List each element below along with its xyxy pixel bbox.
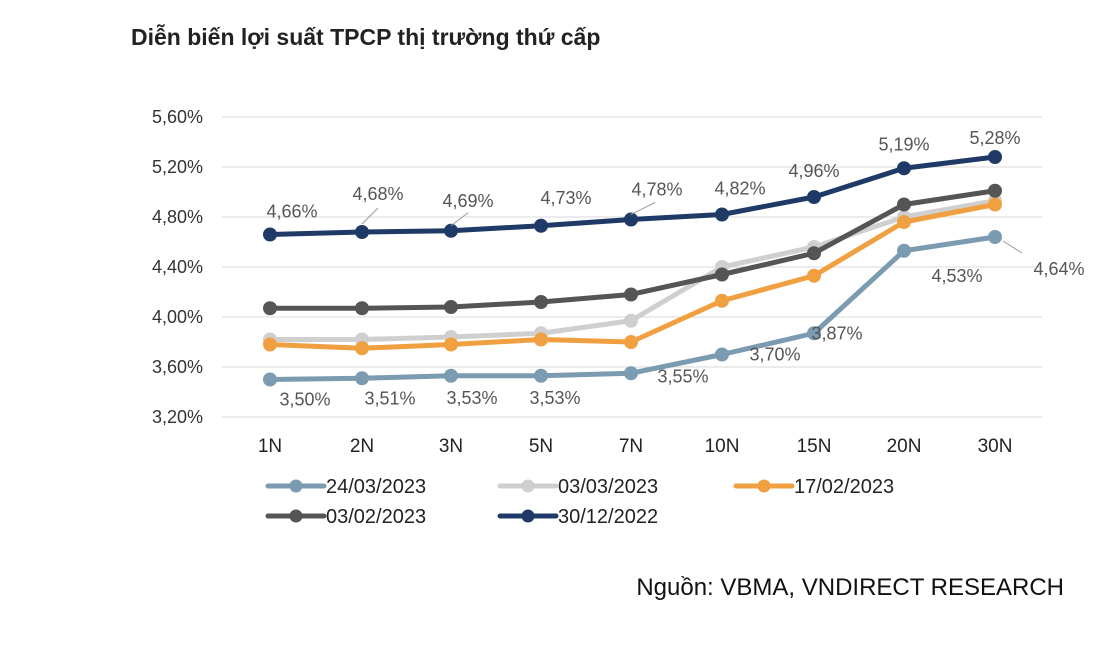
- legend-label: 03/03/2023: [558, 476, 658, 498]
- data-point: [534, 295, 548, 309]
- data-label: 3,51%: [364, 388, 415, 408]
- data-label: 5,19%: [878, 134, 929, 154]
- data-point: [263, 301, 277, 316]
- y-tick-label: 4,00%: [152, 307, 203, 327]
- data-label: 3,53%: [446, 388, 497, 408]
- x-tick-label: 7N: [619, 436, 643, 457]
- leader-line: [361, 207, 379, 225]
- source-note: Nguồn: VBMA, VNDIRECT RESEARCH: [636, 574, 1064, 601]
- data-point: [624, 366, 638, 381]
- y-tick-label: 3,60%: [152, 357, 203, 377]
- data-point: [534, 368, 548, 383]
- x-tick-label: 2N: [350, 436, 374, 457]
- data-point: [444, 223, 458, 238]
- data-label: 5,28%: [969, 128, 1020, 148]
- data-point: [444, 368, 458, 383]
- data-label: 4,68%: [352, 184, 403, 204]
- legend-label: 03/02/2023: [326, 506, 426, 528]
- data-point: [624, 313, 638, 328]
- data-point: [807, 190, 821, 204]
- x-tick-label: 20N: [887, 436, 922, 457]
- data-point: [355, 301, 369, 316]
- y-tick-label: 5,20%: [152, 157, 203, 177]
- data-point: [988, 197, 1002, 212]
- data-point: [988, 230, 1002, 244]
- data-label: 4,82%: [714, 179, 765, 199]
- x-tick-label: 15N: [797, 436, 832, 457]
- x-tick-label: 10N: [705, 436, 740, 457]
- chart-title: Diễn biến lợi suất TPCP thị trường thứ c…: [131, 24, 601, 50]
- data-label: 4,96%: [788, 161, 839, 181]
- data-point: [355, 341, 369, 356]
- leader-line: [1002, 240, 1023, 254]
- data-label: 3,50%: [279, 390, 330, 410]
- data-point: [897, 197, 911, 212]
- data-label: 3,53%: [529, 388, 580, 408]
- data-point: [807, 246, 821, 261]
- data-point: [897, 215, 911, 229]
- y-tick-label: 3,20%: [152, 407, 203, 427]
- data-point: [534, 332, 548, 347]
- data-point: [807, 326, 821, 341]
- legend-swatch-marker: [289, 509, 303, 523]
- data-label: 4,73%: [540, 188, 591, 208]
- data-label: 3,55%: [657, 366, 708, 386]
- legend-label: 30/12/2022: [558, 506, 658, 528]
- x-tick-label: 5N: [529, 436, 553, 457]
- legend-swatch-marker: [289, 479, 303, 493]
- data-point: [715, 267, 729, 282]
- leader-line: [450, 212, 469, 227]
- data-label: 3,87%: [811, 323, 862, 343]
- y-tick-label: 4,80%: [152, 207, 203, 227]
- data-point: [624, 212, 638, 227]
- legend-label: 24/03/2023: [326, 476, 426, 498]
- data-point: [263, 372, 277, 387]
- data-point: [897, 243, 911, 258]
- data-point: [715, 207, 729, 222]
- data-label: 4,53%: [931, 266, 982, 286]
- x-tick-label: 3N: [439, 436, 463, 457]
- data-label: 4,66%: [266, 202, 317, 222]
- data-point: [807, 268, 821, 283]
- data-point: [624, 335, 638, 349]
- data-point: [263, 337, 277, 352]
- data-label: 4,78%: [631, 180, 682, 200]
- data-point: [444, 337, 458, 352]
- x-tick-label: 1N: [258, 436, 282, 457]
- data-point: [897, 161, 911, 176]
- data-label: 3,70%: [749, 345, 800, 365]
- legend-swatch-marker: [521, 479, 535, 493]
- y-tick-label: 4,40%: [152, 257, 203, 277]
- legend-swatch-marker: [521, 509, 535, 523]
- data-label: 4,64%: [1033, 259, 1084, 279]
- y-tick-label: 5,60%: [152, 107, 203, 127]
- data-point: [624, 287, 638, 302]
- data-point: [534, 218, 548, 233]
- data-point: [715, 347, 729, 362]
- leader-line: [630, 202, 656, 215]
- data-point: [355, 371, 369, 386]
- data-point: [444, 300, 458, 314]
- data-point: [715, 293, 729, 308]
- legend-label: 17/02/2023: [794, 476, 894, 498]
- x-tick-label: 30N: [978, 436, 1013, 457]
- data-point: [988, 183, 1002, 198]
- data-point: [355, 225, 369, 239]
- data-point: [988, 150, 1002, 164]
- data-point: [263, 227, 277, 242]
- data-label: 4,69%: [442, 191, 493, 211]
- legend-swatch-marker: [757, 479, 771, 493]
